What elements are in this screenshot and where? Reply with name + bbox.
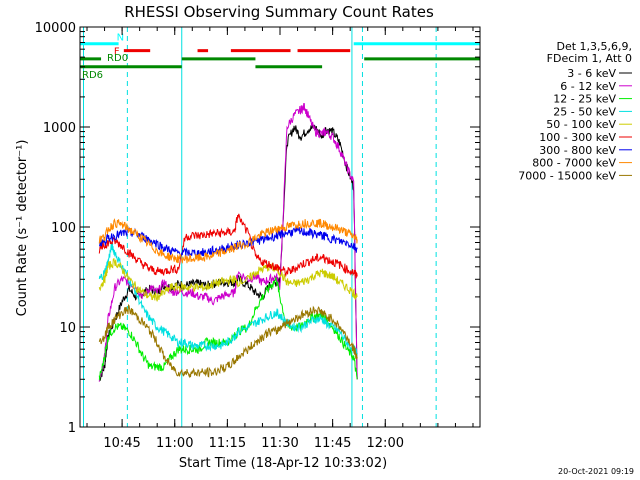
y-tick-label: 1 [68,421,76,436]
state-bar-label: RD0 [107,53,128,64]
y-tick-label: 10000 [35,21,76,36]
y-tick-label: 100 [51,221,76,236]
legend-label: 25 - 50 keV [553,105,616,118]
legend-label: 7000 - 15000 keV [518,169,616,182]
legend-label: 12 - 25 keV [553,93,616,106]
legend-label: 800 - 7000 keV [532,157,616,170]
state-bar-label: N [117,33,124,44]
x-tick-label: 11:00 [156,436,193,451]
timestamp: 20-Oct-2021 09:19 [558,467,634,476]
x-tick-label: 11:45 [314,436,351,451]
series-line-7 [98,218,358,264]
state-bar-label: RD6 [82,70,103,81]
legend-label: 100 - 300 keV [539,131,616,144]
series-line-6 [98,226,358,259]
y-tick-label: 10 [59,321,76,336]
legend-label: 300 - 800 keV [539,144,616,157]
y-tick-label: 1000 [43,121,76,136]
series-line-1 [98,103,358,382]
series-line-4 [98,257,358,302]
plot-series [98,103,358,382]
legend-label: 50 - 100 keV [546,118,616,131]
legend-label: 6 - 12 keV [560,80,616,93]
state-bar-label: F [114,47,120,58]
series-line-5 [98,213,358,279]
x-axis-label: Start Time (18-Apr-12 10:33:02) [179,456,387,471]
x-tick-label: 11:15 [209,436,246,451]
chart-title: RHESSI Observing Summary Count Rates [124,3,434,21]
legend-header: Det 1,3,5,6,9, [556,40,632,53]
y-axis-label: Count Rate (s⁻¹ detector⁻¹) [15,140,30,317]
series-line-8 [98,303,358,379]
x-tick-label: 11:30 [261,436,298,451]
legend: Det 1,3,5,6,9,FDecim 1, Att 0 3 - 6 keV6 … [518,40,632,182]
legend-label: 3 - 6 keV [567,67,616,80]
x-tick-label: 10:45 [103,436,140,451]
x-tick-label: 12:00 [367,436,404,451]
axes: 10:45 11:00 11:15 11:30 11:45 12:00 1 10 100 1000… [35,21,480,451]
legend-header: FDecim 1, Att 0 [547,52,632,65]
